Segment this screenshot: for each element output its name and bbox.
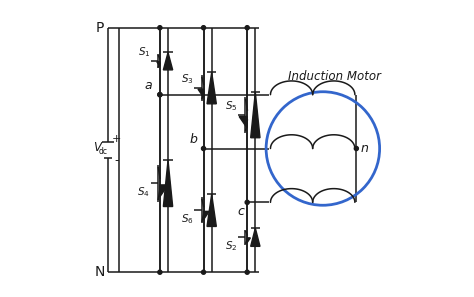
Text: a: a (145, 79, 153, 92)
Circle shape (245, 270, 249, 274)
Circle shape (158, 26, 162, 30)
Text: V: V (93, 140, 101, 154)
Polygon shape (203, 211, 209, 220)
Text: N: N (95, 265, 105, 279)
Text: n: n (361, 142, 369, 155)
Circle shape (158, 93, 162, 97)
Polygon shape (251, 92, 260, 138)
Text: Induction Motor: Induction Motor (288, 70, 381, 83)
Text: c: c (237, 205, 244, 218)
Text: $S_6$: $S_6$ (181, 212, 194, 226)
Polygon shape (207, 194, 216, 226)
Circle shape (201, 26, 206, 30)
Polygon shape (164, 160, 173, 206)
Text: $S_5$: $S_5$ (225, 99, 237, 113)
Polygon shape (157, 62, 160, 66)
Polygon shape (207, 72, 216, 104)
Text: +: + (111, 134, 121, 144)
Text: $S_2$: $S_2$ (225, 239, 237, 253)
Polygon shape (251, 228, 260, 246)
Circle shape (201, 270, 206, 274)
Circle shape (201, 146, 206, 151)
Text: $S_4$: $S_4$ (137, 185, 150, 199)
Circle shape (158, 270, 162, 274)
Text: P: P (96, 21, 104, 35)
Polygon shape (160, 185, 168, 197)
Text: $S_3$: $S_3$ (181, 72, 194, 86)
Text: $S_1$: $S_1$ (137, 45, 150, 59)
Polygon shape (198, 89, 203, 97)
Circle shape (354, 146, 358, 151)
Text: b: b (190, 132, 198, 146)
Text: -: - (114, 154, 118, 168)
Polygon shape (164, 53, 173, 70)
Polygon shape (239, 116, 247, 128)
Polygon shape (247, 238, 250, 243)
Circle shape (158, 93, 162, 97)
Circle shape (245, 200, 249, 204)
Text: dc: dc (98, 147, 107, 156)
Circle shape (245, 26, 249, 30)
